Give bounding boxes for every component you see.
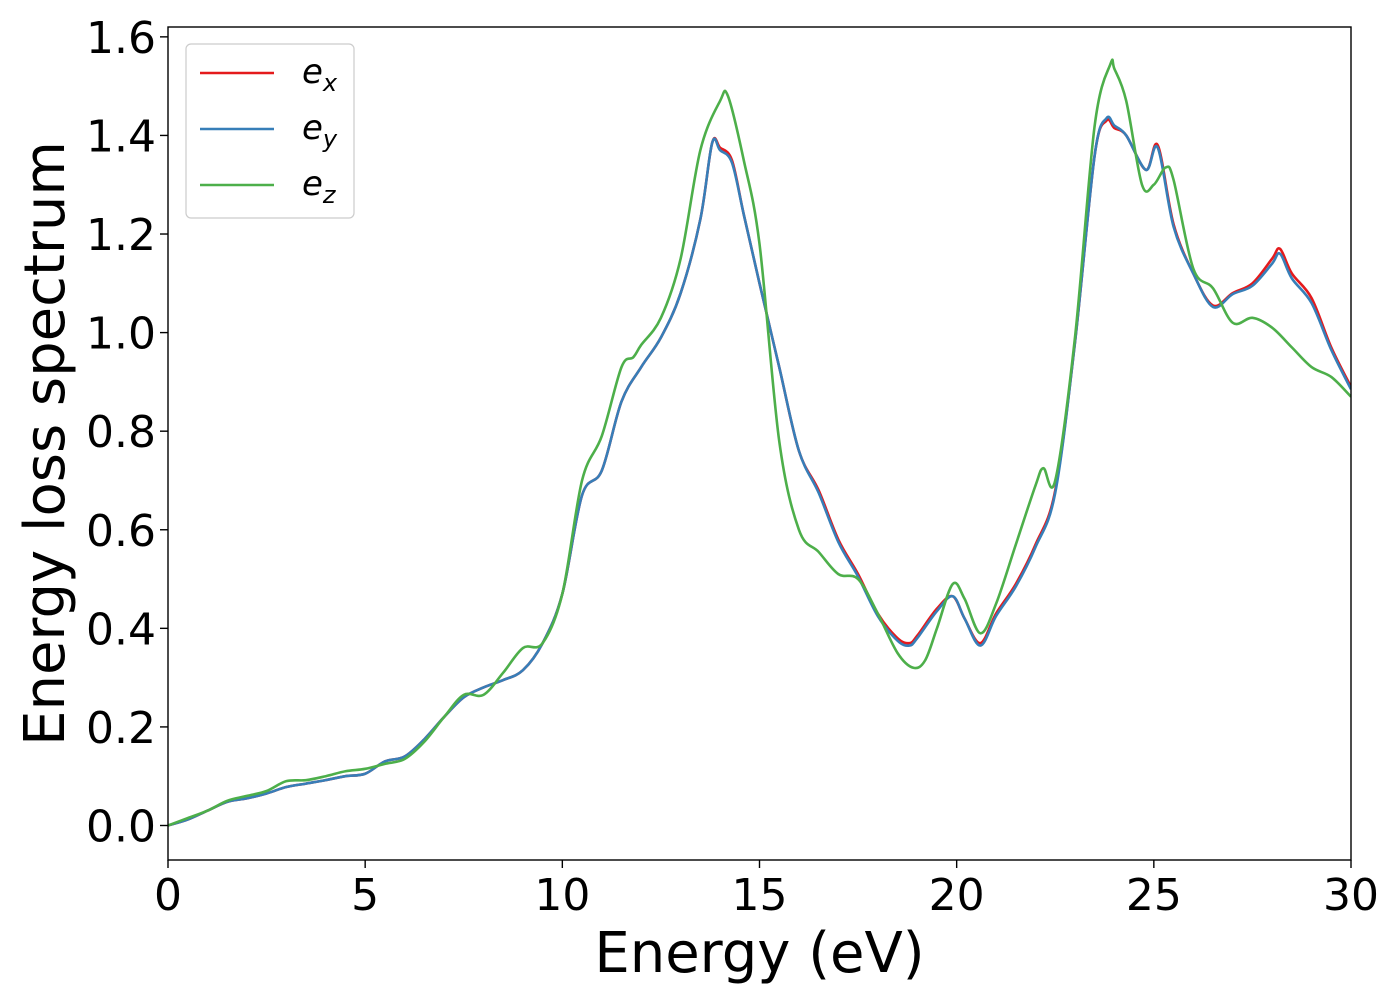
x-tick-label: 30: [1323, 870, 1379, 921]
y-tick-label: 0.4: [86, 604, 156, 655]
y-tick-label: 0.8: [86, 407, 156, 458]
x-tick-label: 25: [1126, 870, 1182, 921]
y-axis: 0.0 0.2 0.4 0.6 0.8 1.0 1.2 1.4 1.6: [86, 13, 168, 852]
y-tick-label: 0.6: [86, 506, 156, 557]
plot-area: [168, 27, 1351, 860]
y-tick-label: 1.6: [86, 13, 156, 64]
x-axis-label: Energy (eV): [594, 921, 924, 986]
y-tick-label: 1.0: [86, 309, 156, 360]
series-lines: [168, 58, 1351, 827]
x-tick-label: 0: [154, 870, 182, 921]
legend-box: [185, 43, 355, 219]
x-tick-label: 15: [732, 870, 788, 921]
legend-label-e-x: ex: [302, 52, 338, 97]
x-tick-label: 10: [534, 870, 590, 921]
y-tick-label: 1.2: [86, 210, 156, 261]
y-tick-label: 0.0: [86, 801, 156, 852]
x-tick-label: 20: [929, 870, 985, 921]
series-line-e-y: [168, 115, 1351, 827]
x-axis: 0 5 10 15 20 25 30: [154, 860, 1379, 921]
series-line-e-z: [168, 58, 1351, 827]
legend: ex ey ez: [185, 43, 355, 219]
y-tick-label: 0.2: [86, 703, 156, 754]
x-tick-label: 5: [351, 870, 379, 921]
legend-label-e-y: ey: [302, 108, 338, 153]
legend-label-e-z: ez: [302, 164, 337, 209]
y-axis-label: Energy loss spectrum: [13, 141, 78, 746]
y-tick-label: 1.4: [86, 111, 156, 162]
